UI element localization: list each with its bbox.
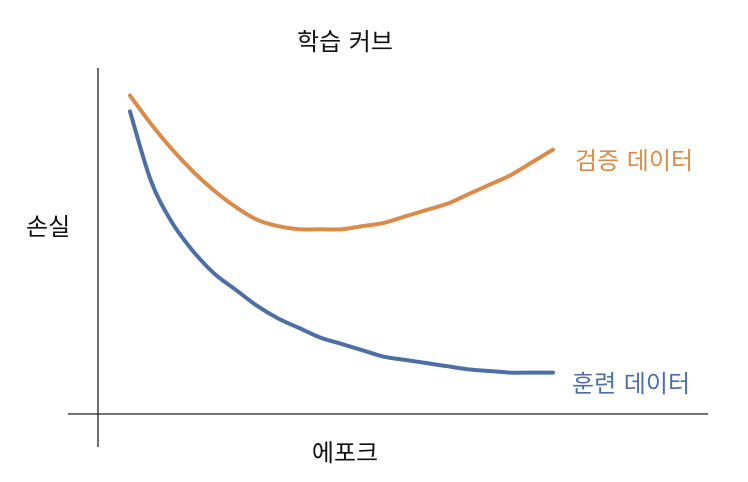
series-line-training — [128, 109, 555, 375]
x-axis-label: 에포크 — [311, 439, 379, 467]
series-label-validation: 검증 데이터 — [575, 147, 694, 175]
series-label-training: 훈련 데이터 — [572, 370, 691, 398]
chart-title: 학습 커브 — [297, 28, 393, 56]
series-layer — [128, 93, 555, 375]
series-line-validation — [128, 93, 555, 232]
y-axis-label: 손실 — [26, 213, 71, 241]
